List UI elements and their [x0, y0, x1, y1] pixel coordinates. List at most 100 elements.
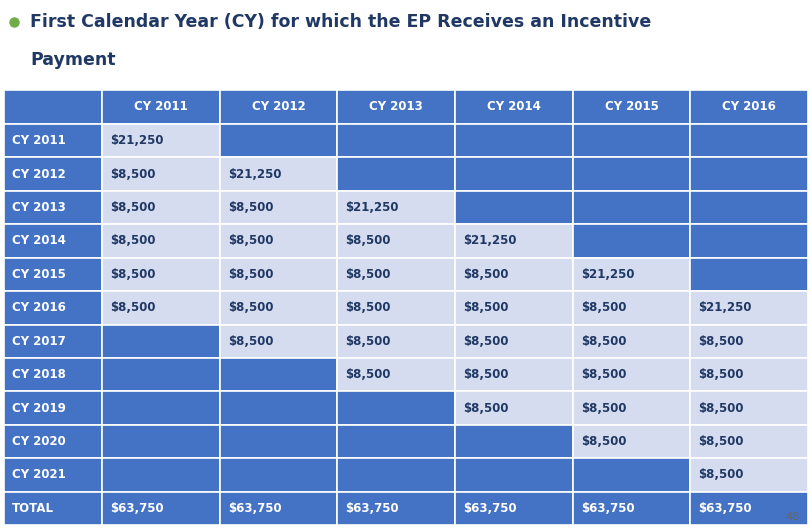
- Bar: [102, 224, 220, 258]
- Text: $8,500: $8,500: [580, 368, 625, 381]
- Text: $63,750: $63,750: [109, 502, 164, 515]
- Text: $63,750: $63,750: [227, 502, 281, 515]
- Bar: [572, 224, 689, 258]
- Bar: [102, 324, 220, 358]
- Bar: [4, 358, 102, 391]
- Bar: [572, 391, 689, 425]
- Bar: [337, 191, 454, 224]
- Text: $63,750: $63,750: [462, 502, 516, 515]
- Bar: [454, 491, 572, 525]
- Bar: [4, 90, 102, 124]
- Bar: [689, 425, 807, 458]
- Bar: [102, 291, 220, 324]
- Bar: [220, 425, 337, 458]
- Text: $21,250: $21,250: [697, 302, 751, 314]
- Bar: [337, 224, 454, 258]
- Bar: [220, 224, 337, 258]
- Bar: [220, 158, 337, 191]
- Text: $8,500: $8,500: [345, 234, 390, 248]
- Bar: [454, 324, 572, 358]
- Text: CY 2012: CY 2012: [12, 168, 66, 180]
- Text: CY 2015: CY 2015: [604, 101, 658, 114]
- Text: $8,500: $8,500: [697, 402, 743, 415]
- Bar: [572, 191, 689, 224]
- Text: Payment: Payment: [30, 51, 115, 69]
- Bar: [337, 391, 454, 425]
- Bar: [454, 291, 572, 324]
- Bar: [454, 224, 572, 258]
- Text: $63,750: $63,750: [697, 502, 751, 515]
- Bar: [4, 491, 102, 525]
- Bar: [337, 258, 454, 291]
- Text: CY 2011: CY 2011: [12, 134, 66, 147]
- Bar: [220, 491, 337, 525]
- Text: $8,500: $8,500: [345, 268, 390, 281]
- Text: $8,500: $8,500: [109, 201, 156, 214]
- Text: $21,250: $21,250: [345, 201, 398, 214]
- Bar: [689, 358, 807, 391]
- Bar: [0, 0, 811, 88]
- Bar: [220, 324, 337, 358]
- Bar: [220, 291, 337, 324]
- Text: $8,500: $8,500: [345, 302, 390, 314]
- Text: $21,250: $21,250: [462, 234, 516, 248]
- Bar: [689, 491, 807, 525]
- Text: $21,250: $21,250: [109, 134, 163, 147]
- Text: 48: 48: [785, 512, 799, 522]
- Text: $8,500: $8,500: [462, 268, 508, 281]
- Text: $8,500: $8,500: [109, 268, 156, 281]
- Bar: [689, 124, 807, 158]
- Bar: [689, 291, 807, 324]
- Text: $8,500: $8,500: [697, 435, 743, 448]
- Bar: [454, 191, 572, 224]
- Text: $8,500: $8,500: [227, 268, 272, 281]
- Bar: [572, 324, 689, 358]
- Text: $8,500: $8,500: [109, 302, 156, 314]
- Text: CY 2018: CY 2018: [12, 368, 66, 381]
- Text: $63,750: $63,750: [580, 502, 633, 515]
- Bar: [337, 158, 454, 191]
- Text: CY 2020: CY 2020: [12, 435, 66, 448]
- Text: CY 2016: CY 2016: [12, 302, 66, 314]
- Text: $8,500: $8,500: [462, 335, 508, 348]
- Bar: [689, 458, 807, 491]
- Bar: [4, 458, 102, 491]
- Bar: [220, 124, 337, 158]
- Text: $63,750: $63,750: [345, 502, 398, 515]
- Bar: [689, 258, 807, 291]
- Text: $8,500: $8,500: [580, 402, 625, 415]
- Bar: [572, 425, 689, 458]
- Bar: [102, 358, 220, 391]
- Bar: [337, 358, 454, 391]
- Text: $8,500: $8,500: [227, 234, 272, 248]
- Bar: [454, 158, 572, 191]
- Bar: [454, 391, 572, 425]
- Text: TOTAL: TOTAL: [12, 502, 54, 515]
- Text: $21,250: $21,250: [580, 268, 633, 281]
- Bar: [689, 158, 807, 191]
- Bar: [337, 324, 454, 358]
- Bar: [220, 90, 337, 124]
- Text: CY 2015: CY 2015: [12, 268, 66, 281]
- Bar: [572, 158, 689, 191]
- Bar: [102, 491, 220, 525]
- Bar: [689, 224, 807, 258]
- Text: CY 2013: CY 2013: [369, 101, 423, 114]
- Bar: [337, 291, 454, 324]
- Bar: [102, 391, 220, 425]
- Bar: [4, 124, 102, 158]
- Text: First Calendar Year (CY) for which the EP Receives an Incentive: First Calendar Year (CY) for which the E…: [30, 13, 650, 31]
- Bar: [454, 124, 572, 158]
- Bar: [572, 358, 689, 391]
- Text: $8,500: $8,500: [697, 335, 743, 348]
- Text: $8,500: $8,500: [462, 302, 508, 314]
- Bar: [4, 191, 102, 224]
- Bar: [4, 158, 102, 191]
- Bar: [454, 425, 572, 458]
- Bar: [337, 491, 454, 525]
- Bar: [572, 291, 689, 324]
- Text: $8,500: $8,500: [109, 168, 156, 180]
- Bar: [572, 90, 689, 124]
- Bar: [337, 124, 454, 158]
- Bar: [102, 191, 220, 224]
